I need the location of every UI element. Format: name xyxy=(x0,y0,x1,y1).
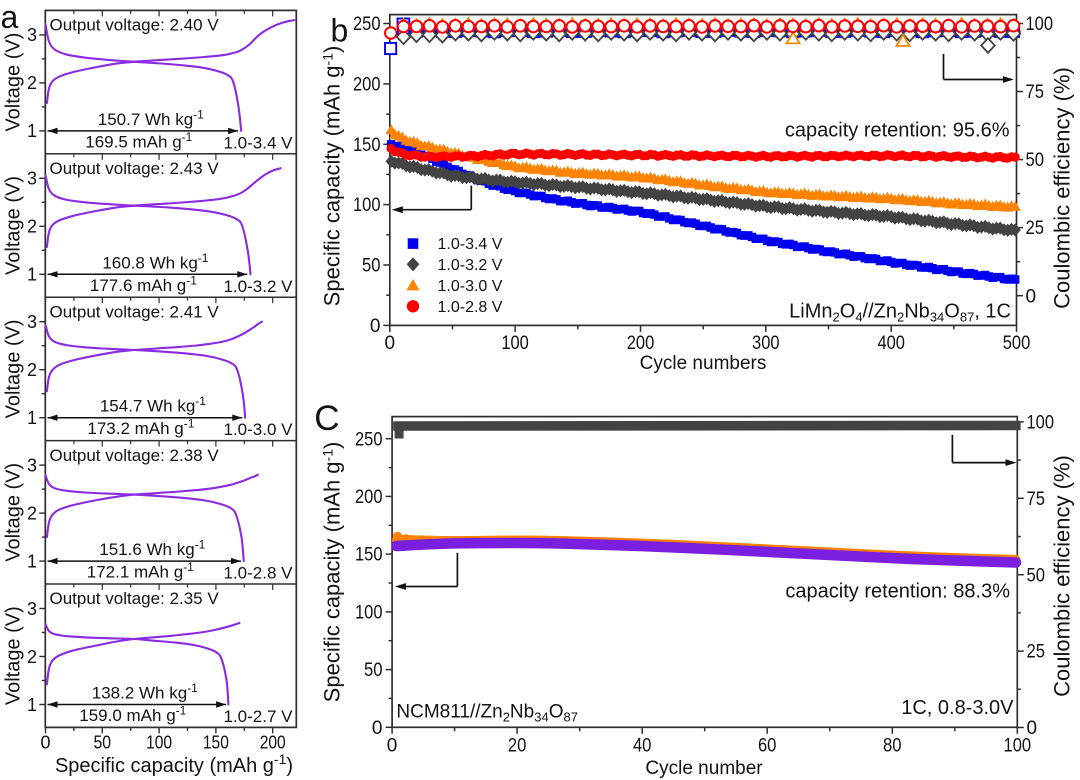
svg-text:138.2 Wh kg-1: 138.2 Wh kg-1 xyxy=(92,681,198,703)
svg-text:151.6 Wh kg-1: 151.6 Wh kg-1 xyxy=(99,538,205,560)
svg-text:100: 100 xyxy=(1027,413,1055,434)
svg-text:150: 150 xyxy=(353,135,381,156)
svg-text:50: 50 xyxy=(94,733,112,753)
svg-text:3: 3 xyxy=(27,599,37,619)
svg-text:3: 3 xyxy=(27,25,37,45)
svg-text:20: 20 xyxy=(508,735,527,756)
svg-text:1: 1 xyxy=(27,121,37,141)
svg-text:2: 2 xyxy=(27,647,37,667)
svg-text:Output voltage: 2.38 V: Output voltage: 2.38 V xyxy=(50,446,220,465)
svg-text:200: 200 xyxy=(260,733,286,753)
svg-text:0: 0 xyxy=(370,316,381,337)
svg-text:200: 200 xyxy=(627,333,655,354)
svg-text:1: 1 xyxy=(27,265,37,285)
svg-text:80: 80 xyxy=(883,735,902,756)
svg-text:75: 75 xyxy=(1027,489,1046,510)
svg-text:169.5 mAh g-1: 169.5 mAh g-1 xyxy=(85,130,192,152)
svg-text:1.0-3.2 V: 1.0-3.2 V xyxy=(224,277,294,296)
svg-text:40: 40 xyxy=(633,735,652,756)
svg-text:50: 50 xyxy=(364,660,383,681)
svg-text:25: 25 xyxy=(1027,642,1046,663)
svg-text:Voltage (V): Voltage (V) xyxy=(3,33,25,132)
svg-text:2: 2 xyxy=(27,503,37,523)
svg-text:60: 60 xyxy=(758,735,777,756)
svg-text:100: 100 xyxy=(1026,14,1054,35)
svg-text:Voltage (V): Voltage (V) xyxy=(3,463,25,562)
svg-text:3: 3 xyxy=(27,312,37,332)
svg-text:50: 50 xyxy=(1027,565,1046,586)
svg-text:0: 0 xyxy=(40,733,50,753)
svg-text:1: 1 xyxy=(27,408,37,428)
svg-text:Cycle number: Cycle number xyxy=(645,758,763,779)
svg-text:3: 3 xyxy=(27,455,37,475)
svg-text:1.0-2.8 V: 1.0-2.8 V xyxy=(224,564,294,583)
svg-text:0: 0 xyxy=(372,718,383,739)
svg-text:250: 250 xyxy=(355,429,383,450)
svg-text:Voltage (V): Voltage (V) xyxy=(3,319,25,418)
svg-text:150.7 Wh kg-1: 150.7 Wh kg-1 xyxy=(98,107,204,128)
svg-text:100: 100 xyxy=(146,733,172,753)
svg-text:1.0-3.0 V: 1.0-3.0 V xyxy=(224,420,294,439)
svg-text:200: 200 xyxy=(355,487,383,508)
svg-text:Output voltage: 2.43 V: Output voltage: 2.43 V xyxy=(50,159,220,178)
svg-text:172.1 mAh g-1: 172.1 mAh g-1 xyxy=(87,560,194,582)
svg-text:Coulombic efficiency (%): Coulombic efficiency (%) xyxy=(1050,455,1075,697)
svg-text:177.6 mAh g-1: 177.6 mAh g-1 xyxy=(90,273,197,295)
svg-text:1.0-3.4 V: 1.0-3.4 V xyxy=(438,236,503,253)
svg-text:173.2 mAh g-1: 173.2 mAh g-1 xyxy=(87,417,194,439)
svg-text:300: 300 xyxy=(752,333,780,354)
svg-text:Cycle numbers: Cycle numbers xyxy=(640,353,767,374)
svg-text:1.0-3.2 V: 1.0-3.2 V xyxy=(438,257,503,274)
svg-text:1: 1 xyxy=(27,551,37,571)
svg-text:0: 0 xyxy=(387,735,398,756)
svg-text:150: 150 xyxy=(355,545,383,566)
svg-text:Specific capacity (mAh g-1): Specific capacity (mAh g-1) xyxy=(320,442,345,703)
svg-text:a: a xyxy=(1,0,19,35)
svg-text:154.7 Wh kg-1: 154.7 Wh kg-1 xyxy=(100,394,206,416)
svg-text:Output voltage: 2.41 V: Output voltage: 2.41 V xyxy=(50,302,220,321)
svg-text:500: 500 xyxy=(1003,333,1031,354)
svg-text:b: b xyxy=(331,13,349,49)
svg-text:100: 100 xyxy=(355,603,383,624)
svg-text:100: 100 xyxy=(501,333,529,354)
svg-text:250: 250 xyxy=(353,14,381,35)
svg-text:2: 2 xyxy=(27,217,37,237)
svg-text:0: 0 xyxy=(385,333,396,354)
svg-text:Voltage (V): Voltage (V) xyxy=(3,606,25,705)
svg-text:NCM811//Zn2Nb34O87: NCM811//Zn2Nb34O87 xyxy=(396,701,578,724)
svg-text:Coulombic efficiency (%): Coulombic efficiency (%) xyxy=(1050,67,1075,309)
svg-text:capacity retention: 88.3%: capacity retention: 88.3% xyxy=(785,581,1010,603)
svg-text:25: 25 xyxy=(1026,218,1045,239)
svg-text:75: 75 xyxy=(1026,82,1045,103)
svg-text:2: 2 xyxy=(27,73,37,93)
svg-text:0: 0 xyxy=(1026,286,1037,307)
svg-text:C: C xyxy=(314,399,339,438)
svg-text:400: 400 xyxy=(877,333,905,354)
svg-text:2: 2 xyxy=(27,360,37,380)
svg-text:1.0-3.0 V: 1.0-3.0 V xyxy=(438,278,503,295)
svg-text:1.0-3.4 V: 1.0-3.4 V xyxy=(224,133,294,152)
svg-text:LiMn2O4//Zn2Nb34O87, 1C: LiMn2O4//Zn2Nb34O87, 1C xyxy=(789,300,1011,324)
svg-text:50: 50 xyxy=(362,256,381,277)
svg-text:1.0-2.7 V: 1.0-2.7 V xyxy=(224,707,294,726)
svg-text:0: 0 xyxy=(1027,718,1038,739)
svg-text:160.8 Wh kg-1: 160.8 Wh kg-1 xyxy=(102,251,208,273)
svg-text:100: 100 xyxy=(353,195,381,216)
svg-text:Output voltage: 2.40 V: Output voltage: 2.40 V xyxy=(50,16,220,35)
svg-text:capacity retention: 95.6%: capacity retention: 95.6% xyxy=(785,119,1010,141)
svg-text:159.0 mAh g-1: 159.0 mAh g-1 xyxy=(79,704,186,726)
svg-text:3: 3 xyxy=(27,169,37,189)
svg-text:1C, 0.8-3.0V: 1C, 0.8-3.0V xyxy=(901,697,1014,719)
svg-text:Voltage (V): Voltage (V) xyxy=(3,176,25,275)
svg-text:50: 50 xyxy=(1026,150,1045,171)
svg-text:1: 1 xyxy=(27,695,37,715)
svg-text:100: 100 xyxy=(1004,735,1032,756)
svg-text:Output voltage: 2.35 V: Output voltage: 2.35 V xyxy=(50,589,220,608)
svg-text:Specific capacity (mAh g-1): Specific capacity (mAh g-1) xyxy=(55,751,293,777)
svg-text:1.0-2.8 V: 1.0-2.8 V xyxy=(438,299,503,316)
svg-text:200: 200 xyxy=(353,75,381,96)
svg-text:150: 150 xyxy=(203,733,229,753)
svg-text:Specific capacity (mAh g-1): Specific capacity (mAh g-1) xyxy=(320,46,345,307)
